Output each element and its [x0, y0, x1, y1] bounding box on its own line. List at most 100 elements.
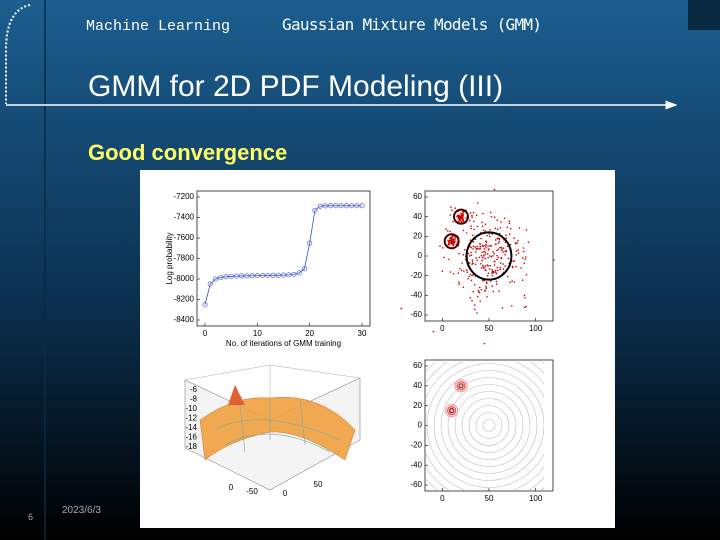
sample-dot	[465, 269, 468, 271]
sample-dot	[469, 296, 472, 299]
y-tick-label: -40	[410, 460, 422, 469]
point	[270, 272, 276, 278]
sample-dot	[523, 306, 526, 309]
sample-dot	[484, 223, 487, 226]
sample-dot	[480, 288, 483, 291]
sample-dot	[509, 227, 512, 230]
sample-dot	[468, 255, 471, 257]
sample-dot	[504, 253, 506, 256]
title: GMM for 2D PDF Modeling (III)	[88, 70, 503, 103]
contour-line	[433, 370, 544, 481]
sample-dot	[484, 269, 487, 271]
sample-dot	[497, 242, 500, 244]
sample-dot	[469, 212, 472, 214]
sample-dot	[480, 262, 482, 265]
point	[233, 273, 239, 279]
sample-dot	[486, 253, 489, 255]
sample-dot	[497, 248, 500, 251]
sample-dot	[493, 260, 496, 263]
sample-dot	[454, 237, 456, 239]
sample-dot	[494, 271, 497, 273]
sample-dot	[518, 227, 521, 229]
sample-dot	[488, 235, 491, 238]
sample-dot	[492, 255, 494, 257]
sample-dot	[484, 265, 487, 267]
sample-dot	[515, 265, 517, 268]
contours	[426, 362, 544, 490]
sample-dot	[507, 257, 510, 260]
sample-dot	[502, 263, 505, 265]
sample-dot	[449, 230, 452, 233]
contour-peak	[449, 408, 455, 414]
sample-dot	[483, 248, 486, 250]
sample-dot	[484, 251, 487, 253]
sample-dot	[478, 286, 481, 289]
y-tick-label: -8200	[174, 295, 195, 304]
sample-dot	[491, 285, 493, 287]
y-tick-label: -20	[410, 271, 422, 280]
sample-dot	[439, 245, 441, 247]
sample-dot	[472, 245, 475, 248]
point	[275, 272, 281, 278]
sample-dot	[487, 272, 490, 274]
sample-dot	[480, 237, 482, 240]
gaussian-outline	[465, 231, 513, 281]
sample-dot	[513, 237, 515, 239]
sample-dot	[491, 268, 493, 271]
sample-dot	[481, 221, 483, 224]
sample-dot	[487, 265, 489, 267]
sample-dot	[483, 342, 486, 345]
sample-dot	[525, 273, 528, 276]
point	[286, 272, 292, 278]
y-tick-label: -7800	[174, 254, 195, 263]
sample-dot	[552, 258, 555, 261]
sample-dot	[468, 220, 471, 222]
sample-dot	[460, 220, 463, 223]
sample-dot	[445, 228, 447, 230]
y-tick-label: -7600	[174, 233, 195, 242]
sample-dot	[481, 244, 484, 247]
sample-dot	[499, 266, 501, 269]
sample-dot	[500, 221, 502, 223]
line	[204, 205, 362, 305]
sample-dot	[473, 220, 475, 223]
point	[322, 203, 328, 209]
sample-dot	[523, 294, 526, 297]
sample-dot	[448, 243, 451, 246]
point	[343, 203, 349, 209]
sample-dot	[469, 273, 472, 276]
sample-dot	[461, 262, 463, 264]
sample-dot	[502, 247, 505, 249]
point	[239, 273, 245, 279]
sample-dot	[460, 212, 462, 215]
x-tick-label: 50	[314, 480, 323, 489]
sample-dot	[495, 283, 498, 285]
sample-dot	[458, 283, 460, 285]
sample-dot	[454, 238, 456, 241]
sample-dot	[459, 215, 462, 218]
point	[333, 203, 339, 209]
sample-dot	[461, 216, 464, 219]
sample-dot	[511, 280, 513, 282]
sample-dot	[485, 246, 487, 249]
point	[296, 270, 302, 276]
date: 2023/6/3	[62, 505, 101, 516]
contour-line	[454, 391, 524, 460]
sample-dot	[481, 251, 483, 254]
sample-dot	[471, 214, 473, 217]
sample-dot	[506, 275, 509, 278]
sample-dot	[452, 272, 455, 275]
sample-dot	[491, 270, 494, 273]
sample-dot	[495, 280, 498, 283]
x-tick-label: 50	[485, 324, 494, 333]
sample-dot	[482, 266, 485, 268]
sample-dot	[481, 279, 484, 282]
sample-dot	[493, 252, 495, 255]
sample-dot	[485, 287, 488, 290]
sample-dot	[453, 244, 455, 246]
sample-dot	[484, 230, 486, 232]
y-tick-label: -20	[410, 440, 422, 449]
sample-dot	[452, 220, 454, 223]
sample-dot	[490, 256, 493, 258]
sample-dot	[483, 250, 485, 253]
